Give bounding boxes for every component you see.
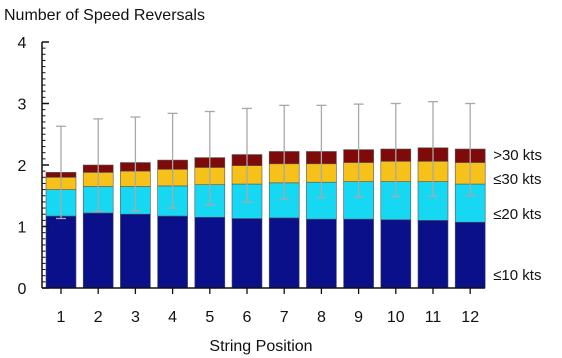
- x-tick-label: 7: [280, 309, 289, 326]
- error-bar-6: [242, 107, 252, 203]
- bars-layer: [45, 147, 486, 289]
- x-tick-label: 9: [354, 309, 363, 326]
- x-tick-label: 11: [425, 309, 442, 326]
- legend-label-2: ≤30 kts: [493, 171, 541, 188]
- bar-segment-s1-c6: [268, 182, 300, 219]
- bar-segment-s0-c4: [194, 216, 226, 289]
- bar-segment-s0-c9: [380, 219, 412, 289]
- x-tick-label: 4: [168, 309, 177, 326]
- y-tick-label: 4: [18, 35, 27, 52]
- y-tick-label: 2: [18, 158, 27, 175]
- x-tick-label: 5: [205, 309, 214, 326]
- bar-segment-s0-c0: [45, 215, 77, 289]
- x-tick-label: 8: [317, 309, 326, 326]
- error-bar-2: [93, 118, 104, 213]
- y-tick-label: 1: [18, 220, 27, 237]
- x-tick-label: 6: [243, 309, 252, 326]
- error-bar-5: [204, 110, 215, 206]
- error-bars-layer: [56, 101, 476, 220]
- x-axis-title: String Position: [209, 338, 312, 355]
- bar-segment-s0-c2: [120, 213, 151, 289]
- error-bar-11: [428, 101, 438, 198]
- error-bar-8: [316, 104, 327, 199]
- legend-label-1: ≤20 kts: [493, 206, 541, 223]
- bar-segment-s0-c1: [82, 212, 114, 289]
- error-bar-1: [56, 125, 66, 220]
- error-bar-4: [167, 112, 178, 209]
- axes-layer: [41, 41, 485, 294]
- bar-segment-s0-c11: [454, 221, 486, 289]
- bar-segment-s0-c8: [343, 218, 374, 289]
- x-tick-label: 12: [461, 309, 479, 326]
- bar-segment-s0-c6: [268, 217, 300, 289]
- x-tick-label: 1: [57, 309, 66, 326]
- bar-segment-s0-c3: [157, 215, 188, 289]
- x-tick-label: 2: [94, 309, 103, 326]
- y-tick-label: 3: [18, 97, 27, 114]
- bar-segment-s0-c7: [306, 218, 337, 289]
- chart-title: Number of Speed Reversals: [4, 7, 205, 24]
- legend-label-3: >30 kts: [493, 147, 542, 164]
- error-bar-7: [279, 104, 290, 200]
- x-tick-label: 3: [131, 309, 140, 326]
- error-bar-10: [390, 102, 401, 198]
- error-bar-12: [465, 102, 476, 197]
- bar-segment-s0-c5: [231, 218, 263, 289]
- bar-segment-s0-c10: [417, 220, 449, 289]
- error-bar-9: [353, 103, 364, 198]
- error-bar-3: [130, 116, 141, 212]
- legend-label-0: ≤10 kts: [493, 267, 541, 284]
- x-tick-label: 10: [387, 309, 405, 326]
- y-tick-label: 0: [18, 281, 27, 298]
